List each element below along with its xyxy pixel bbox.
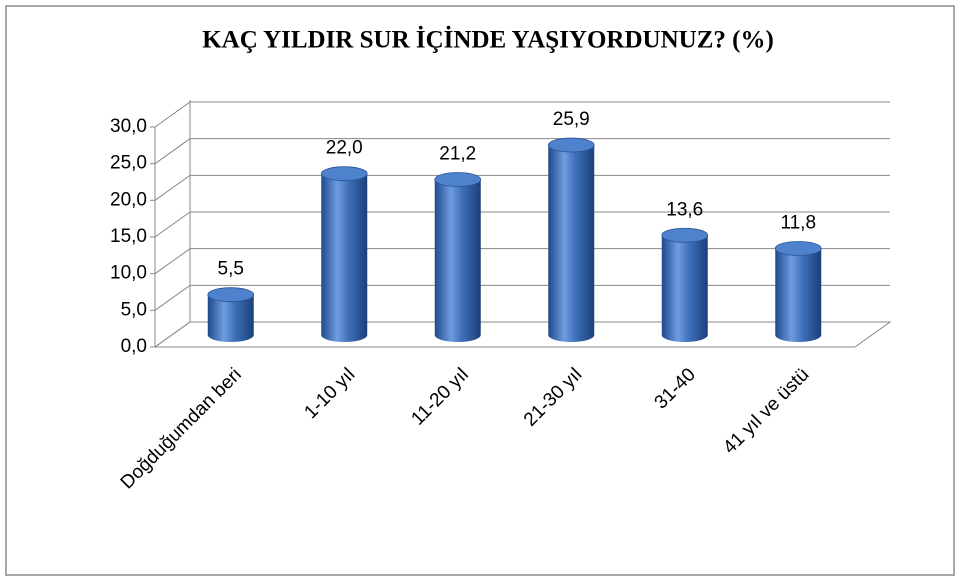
grid-line	[154, 284, 890, 311]
value-label: 25,9	[553, 109, 590, 130]
grid-line	[154, 174, 890, 201]
bar	[547, 137, 595, 342]
value-label: 21,2	[439, 144, 476, 165]
bar-body	[321, 173, 368, 342]
y-tick-label: 15,0	[110, 226, 147, 247]
grid-line	[154, 138, 890, 165]
bar	[207, 287, 255, 342]
y-tick-label: 5,0	[121, 299, 147, 320]
y-tick-label: 10,0	[110, 263, 147, 284]
y-tick-label: 30,0	[110, 116, 147, 137]
bar-body	[548, 145, 595, 342]
grid-line	[154, 101, 890, 128]
bar-top	[547, 137, 595, 153]
bar-top	[434, 172, 482, 187]
y-tick-label: 20,0	[110, 189, 147, 210]
grid-line	[154, 211, 890, 238]
grid-line	[154, 248, 890, 275]
bar	[661, 227, 709, 342]
bar-top	[661, 227, 709, 243]
grid-line	[154, 321, 890, 348]
bar-top	[320, 166, 368, 182]
chart-title: KAÇ YILDIR SUR İÇİNDE YAŞIYORDUNUZ? (%)	[202, 26, 774, 54]
bar-top	[774, 241, 822, 256]
y-tick-label: 25,0	[110, 153, 147, 174]
value-label: 22,0	[326, 138, 363, 159]
bar-top	[207, 287, 255, 303]
bar-body	[775, 248, 822, 342]
value-label: 13,6	[666, 199, 703, 220]
bar-body	[434, 179, 481, 342]
value-label: 5,5	[218, 259, 244, 280]
bar	[774, 241, 822, 342]
y-tick-label: 0,0	[121, 336, 147, 357]
bar	[320, 166, 368, 342]
value-label: 11,8	[780, 212, 816, 233]
bar-body	[207, 294, 254, 342]
bar-body	[661, 235, 708, 342]
bar	[434, 172, 482, 342]
